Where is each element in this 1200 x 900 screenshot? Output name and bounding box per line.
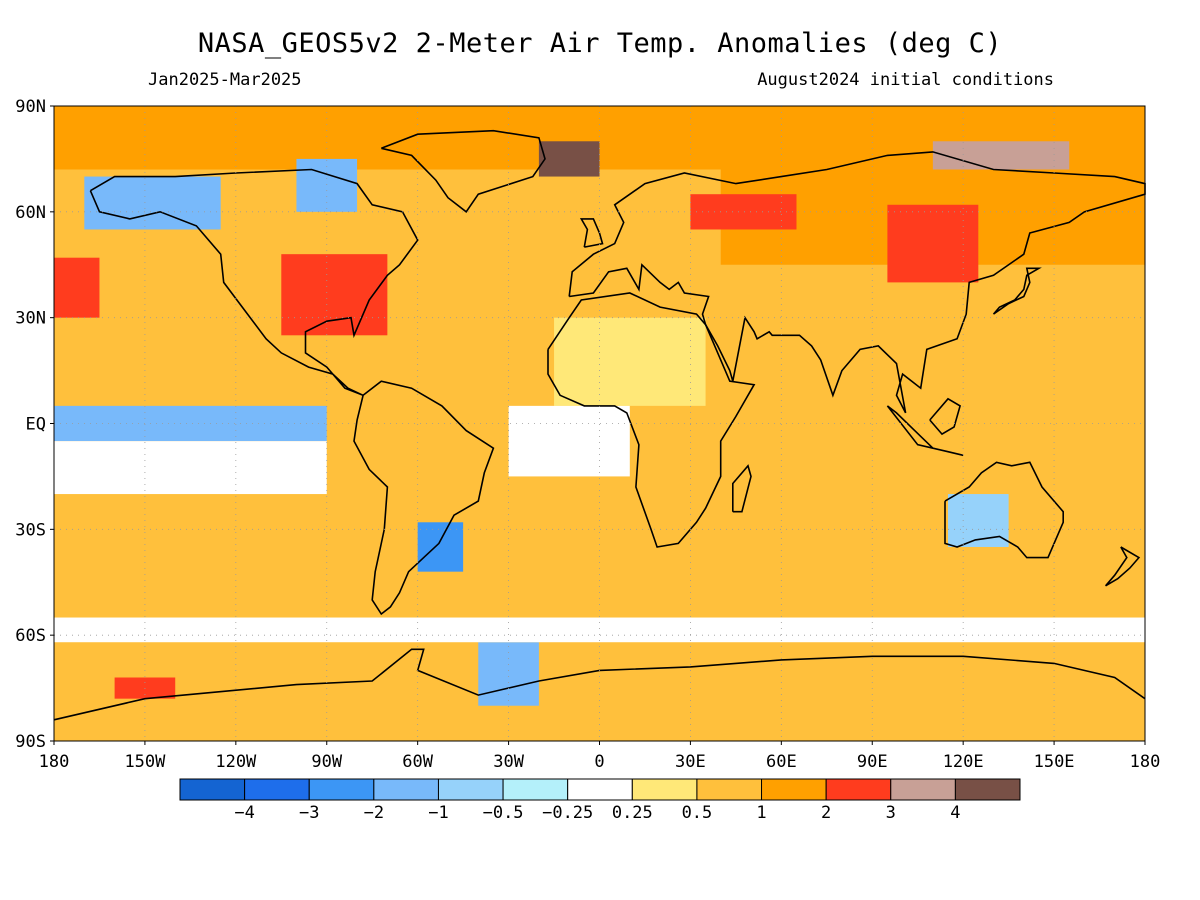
coastline-new-zealand bbox=[1104, 546, 1141, 587]
lon-label: 120E bbox=[943, 752, 984, 772]
lon-label: 180 bbox=[39, 752, 70, 772]
anomaly-region-east-pacific-s bbox=[54, 441, 327, 495]
colorbar-swatch bbox=[244, 778, 310, 801]
forecast-period: Jan2025-Mar2025 bbox=[148, 70, 302, 90]
coastline-japan bbox=[992, 267, 1042, 315]
coastline-africa bbox=[547, 292, 756, 548]
colorbar-swatch bbox=[761, 778, 827, 801]
colorbar bbox=[179, 778, 1021, 801]
colorbar-swatch bbox=[308, 778, 375, 801]
anomaly-region-ne-pacific bbox=[54, 257, 100, 318]
anomaly-region-east-pacific-eq bbox=[54, 405, 327, 442]
lat-label: EQ bbox=[26, 415, 46, 435]
anomaly-fill-layer bbox=[54, 106, 1145, 741]
lat-label: 90N bbox=[15, 97, 46, 117]
colorbar-swatch bbox=[502, 778, 569, 801]
colorbar-swatch bbox=[179, 778, 246, 801]
lat-label: 30N bbox=[15, 309, 46, 329]
colorbar-label: −0.25 bbox=[542, 803, 593, 823]
latitude-labels: 90N 60N 30N EQ 30S 60S 90S bbox=[15, 97, 54, 752]
coastline-madagascar bbox=[731, 464, 752, 513]
lon-label: 60W bbox=[402, 752, 433, 772]
coastline-australia bbox=[944, 461, 1064, 559]
coastline-north-america bbox=[89, 168, 419, 397]
lon-label: 90W bbox=[311, 752, 342, 772]
coastline-south-america bbox=[353, 380, 495, 616]
lon-label: 180 bbox=[1130, 752, 1161, 772]
colorbar-swatch bbox=[437, 778, 504, 801]
colorbar-label: 3 bbox=[886, 803, 896, 823]
anomaly-region-greenland-sea bbox=[538, 141, 600, 177]
anomaly-region-north-africa bbox=[554, 317, 706, 406]
colorbar-swatch bbox=[373, 778, 439, 801]
colorbar-label: −4 bbox=[234, 803, 254, 823]
anomaly-region-alaska bbox=[84, 176, 221, 230]
lat-label: 90S bbox=[15, 732, 46, 752]
colorbar-label: 1 bbox=[756, 803, 766, 823]
lon-label: 30W bbox=[493, 752, 524, 772]
anomaly-region-antarctica-weddell bbox=[478, 642, 539, 706]
colorbar-swatch bbox=[890, 778, 956, 801]
lat-label: 30S bbox=[15, 520, 46, 540]
coastline-layer bbox=[53, 129, 1146, 721]
coastline-antarctica bbox=[53, 648, 1146, 721]
colorbar-labels: −4 −3 −2 −1 −0.5 −0.25 0.25 0.5 1 2 3 4 bbox=[234, 803, 960, 823]
lon-label: 150W bbox=[124, 752, 166, 772]
initial-conditions: August2024 initial conditions bbox=[757, 70, 1054, 90]
colorbar-label: −1 bbox=[428, 803, 448, 823]
anomaly-region-siberia-hot bbox=[887, 204, 979, 283]
colorbar-swatch bbox=[825, 778, 892, 801]
map-title: NASA_GEOS5v2 2-Meter Air Temp. Anomalies… bbox=[197, 28, 1003, 59]
coastline-uk bbox=[579, 218, 604, 248]
colorbar-swatch bbox=[567, 778, 633, 801]
lat-label: 60N bbox=[15, 203, 46, 223]
longitude-labels: 180 150W 120W 90W 60W 30W 0 30E 60E 90E 120E 150E 18… bbox=[39, 741, 1161, 772]
coastline-borneo bbox=[929, 397, 962, 436]
lon-label: 120W bbox=[215, 752, 257, 772]
anomaly-region-south-america-se bbox=[417, 522, 464, 572]
anomaly-region-southern-ocean bbox=[54, 617, 1145, 643]
colorbar-swatch bbox=[954, 778, 1021, 801]
colorbar-label: −2 bbox=[364, 803, 384, 823]
coastline-indonesia bbox=[886, 405, 964, 457]
anomaly-region-australia-interior bbox=[948, 494, 1009, 547]
colorbar-label: 4 bbox=[950, 803, 960, 823]
lon-label: 150E bbox=[1034, 752, 1075, 772]
lon-label: 30E bbox=[675, 752, 706, 772]
colorbar-swatch bbox=[696, 778, 763, 801]
lon-label: 60E bbox=[766, 752, 797, 772]
colorbar-label: 0.25 bbox=[612, 803, 653, 823]
anomaly-region-tropical-atlantic bbox=[508, 405, 630, 477]
colorbar-label: −0.5 bbox=[483, 803, 524, 823]
colorbar-swatch bbox=[631, 778, 698, 801]
coastline-greenland bbox=[381, 129, 546, 213]
coastline-eurasia bbox=[568, 151, 1146, 414]
colorbar-label: 2 bbox=[821, 803, 831, 823]
colorbar-label: −3 bbox=[299, 803, 319, 823]
lon-label: 0 bbox=[594, 752, 604, 772]
anomaly-region-canada-arctic bbox=[296, 158, 358, 212]
colorbar-label: 0.5 bbox=[682, 803, 713, 823]
anomaly-region-east-siberian-sea bbox=[932, 141, 1070, 170]
lat-label: 60S bbox=[15, 626, 46, 646]
anomaly-region-eastern-us bbox=[281, 254, 388, 336]
lon-label: 90E bbox=[857, 752, 888, 772]
